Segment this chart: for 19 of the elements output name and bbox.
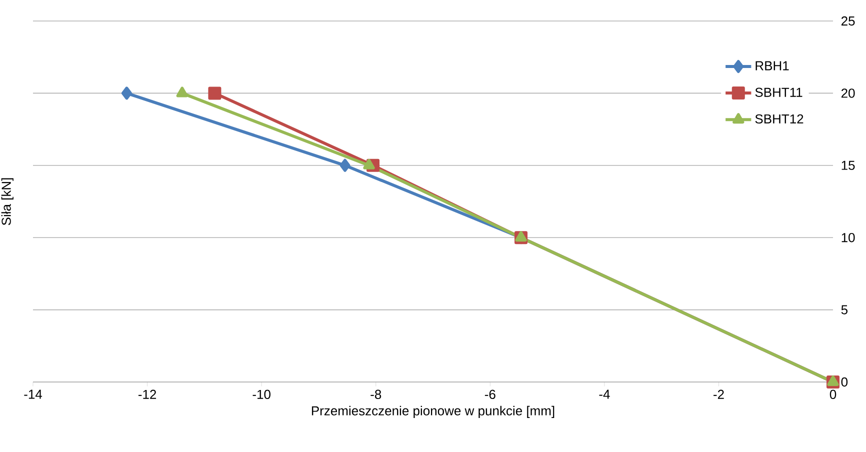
x-tick-label: -4 bbox=[599, 390, 610, 399]
x-tick-label: -2 bbox=[714, 390, 724, 399]
legend-label: SBHT12 bbox=[755, 114, 804, 124]
x-tick-label: -8 bbox=[370, 390, 382, 400]
x-tick-label: -12 bbox=[138, 390, 156, 399]
x-axis-title: Przemieszczenie pionowe w punkcie [mm] bbox=[312, 406, 554, 418]
y-tick-label: 5 bbox=[841, 305, 848, 314]
x-tick-label: -10 bbox=[252, 390, 270, 400]
x-tick-label: 0 bbox=[830, 390, 836, 400]
y-tick-label: 0 bbox=[841, 377, 848, 387]
y-tick-label: 25 bbox=[841, 16, 855, 26]
x-tick-label: -14 bbox=[24, 390, 42, 399]
y-axis-title: Siła [kN] bbox=[1, 178, 14, 226]
x-tick-label: -6 bbox=[484, 390, 496, 400]
legend-label: RBH1 bbox=[756, 61, 789, 70]
y-tick-label: 20 bbox=[841, 88, 855, 98]
y-tick-label: 10 bbox=[842, 232, 855, 242]
legend-label: SBHT11 bbox=[755, 88, 802, 97]
y-tick-label: 15 bbox=[842, 160, 855, 170]
